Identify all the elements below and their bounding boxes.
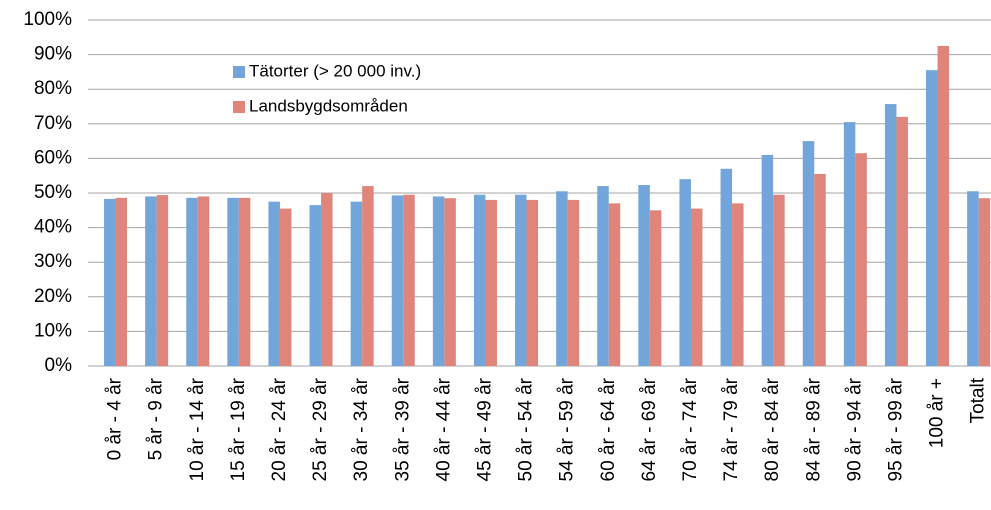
x-tick-label: 0 år - 4 år bbox=[105, 377, 126, 460]
bar bbox=[444, 198, 456, 366]
x-tick-label: 70 år - 74 år bbox=[680, 377, 701, 481]
bar bbox=[649, 210, 662, 366]
bar bbox=[104, 198, 116, 366]
y-tick-label: 70% bbox=[34, 113, 72, 134]
bar bbox=[238, 197, 251, 366]
bar bbox=[679, 179, 691, 366]
x-tick-label: 35 år - 39 år bbox=[392, 377, 413, 481]
bar bbox=[526, 199, 539, 366]
x-tick-label: 15 år - 19 år bbox=[228, 377, 249, 481]
bar bbox=[403, 194, 415, 366]
x-tick-label: 40 år - 44 år bbox=[433, 377, 454, 481]
bar bbox=[690, 208, 703, 366]
legend-swatch bbox=[233, 66, 245, 78]
bar bbox=[802, 141, 815, 366]
bar bbox=[773, 194, 785, 366]
bar bbox=[321, 193, 333, 366]
x-tick-label: 80 år - 84 år bbox=[762, 377, 783, 481]
bar bbox=[309, 205, 322, 366]
legend-swatch bbox=[233, 101, 245, 113]
bar bbox=[515, 194, 527, 366]
y-tick-label: 90% bbox=[34, 44, 72, 65]
bar bbox=[473, 194, 486, 366]
bar bbox=[432, 196, 445, 366]
y-tick-label: 10% bbox=[34, 320, 72, 341]
x-tick-label: 60 år - 64 år bbox=[598, 377, 619, 481]
bar bbox=[926, 70, 938, 367]
x-tick-label: 74 år - 79 år bbox=[721, 377, 742, 481]
x-tick-label: 5 år - 9 år bbox=[146, 377, 167, 460]
bar bbox=[268, 201, 280, 366]
x-tick-label: 45 år - 49 år bbox=[474, 377, 495, 481]
bar bbox=[485, 199, 497, 366]
bar bbox=[362, 186, 374, 366]
bar bbox=[937, 45, 950, 366]
bar bbox=[156, 195, 169, 366]
x-tick-label: 20 år - 24 år bbox=[269, 377, 290, 481]
y-tick-label: 80% bbox=[34, 78, 72, 99]
bar bbox=[391, 195, 404, 366]
bar bbox=[556, 191, 568, 366]
y-tick-label: 40% bbox=[34, 217, 72, 238]
x-tick-label: 84 år - 89 år bbox=[803, 377, 824, 481]
legend-label: Landsbygdsområden bbox=[249, 96, 408, 115]
x-tick-label: 25 år - 29 år bbox=[310, 377, 331, 481]
y-tick-label: 60% bbox=[34, 147, 72, 168]
bar bbox=[597, 186, 609, 366]
bar bbox=[279, 208, 292, 366]
bar bbox=[115, 197, 128, 366]
bar bbox=[732, 203, 744, 366]
y-tick-label: 0% bbox=[45, 355, 73, 376]
y-tick-label: 50% bbox=[34, 182, 72, 203]
y-tick-label: 30% bbox=[34, 251, 72, 272]
bar bbox=[967, 191, 979, 366]
y-tick-label: 20% bbox=[34, 286, 72, 307]
x-tick-label: 90 år - 94 år bbox=[844, 377, 865, 481]
bar bbox=[843, 122, 856, 366]
x-tick-label: 100 år + bbox=[927, 378, 948, 448]
bar bbox=[814, 173, 826, 366]
bar bbox=[896, 116, 908, 366]
bar bbox=[884, 104, 897, 366]
x-tick-label: 10 år - 14 år bbox=[187, 377, 208, 481]
bar bbox=[638, 185, 650, 366]
x-tick-label: 50 år - 54 år bbox=[516, 377, 537, 481]
bar bbox=[350, 201, 363, 366]
bar bbox=[567, 199, 580, 366]
y-tick-label: 100% bbox=[23, 9, 72, 30]
x-tick-label: 54 år - 59 år bbox=[557, 377, 578, 481]
x-tick-label: 64 år - 69 år bbox=[639, 377, 660, 481]
bar bbox=[761, 154, 774, 366]
bar bbox=[227, 197, 239, 366]
x-tick-label: 30 år - 34 år bbox=[351, 377, 372, 481]
bar bbox=[145, 196, 157, 366]
bar bbox=[197, 196, 210, 366]
bar bbox=[720, 168, 733, 366]
legend-label: Tätorter (> 20 000 inv.) bbox=[249, 61, 421, 80]
x-tick-label: 95 år - 99 år bbox=[885, 377, 906, 481]
bar bbox=[186, 197, 198, 366]
x-tick-label: Totalt bbox=[968, 377, 989, 423]
bar bbox=[608, 203, 621, 366]
bar bbox=[855, 153, 867, 366]
bar bbox=[978, 198, 991, 366]
